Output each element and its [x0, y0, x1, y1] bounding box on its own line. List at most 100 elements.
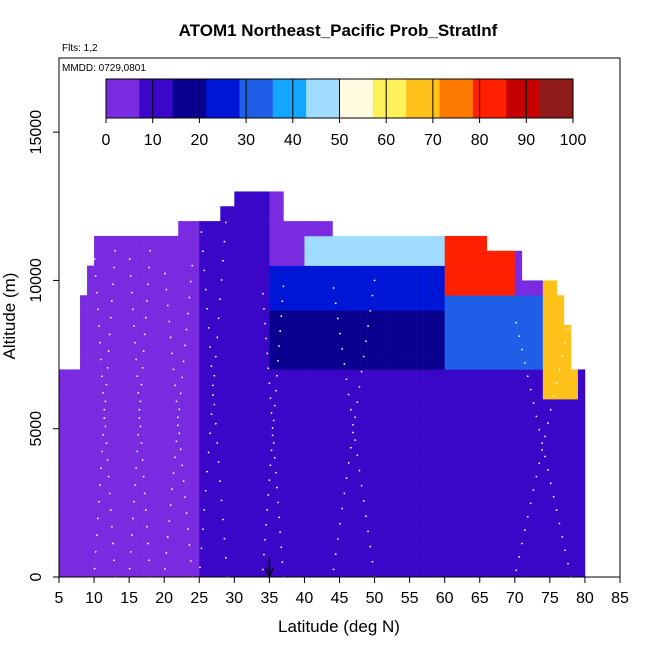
heatmap-cell: [507, 547, 516, 563]
heatmap-cell: [276, 517, 284, 533]
heatmap-cell: [332, 502, 340, 518]
heatmap-cell: [437, 413, 445, 430]
heatmap-cell: [213, 413, 221, 430]
heatmap-cell: [178, 310, 186, 326]
heatmap-cell: [150, 532, 158, 548]
heatmap-cell: [500, 280, 509, 296]
colorbar-tick-label: 50: [331, 132, 349, 149]
heatmap-cell: [206, 324, 214, 341]
heatmap-cell: [563, 502, 572, 518]
heatmap-cell: [409, 250, 417, 266]
flight-track-point: [349, 408, 352, 411]
heatmap-cell: [381, 280, 389, 296]
heatmap-cell: [220, 488, 228, 504]
heatmap-cell: [122, 354, 130, 370]
heatmap-cell: [500, 369, 509, 385]
heatmap-cell: [94, 265, 102, 281]
heatmap-cell: [234, 265, 242, 281]
heatmap-cell: [115, 369, 123, 385]
heatmap-cell: [416, 502, 424, 518]
heatmap-cell: [171, 517, 179, 533]
heatmap-cell: [409, 562, 417, 578]
flight-track-point: [168, 520, 171, 523]
heatmap-cell: [213, 473, 221, 489]
flight-track-point: [144, 509, 147, 511]
heatmap-cell: [388, 458, 396, 474]
flight-track-point: [358, 469, 361, 472]
flight-track-point: [352, 424, 354, 426]
flight-track-point: [133, 500, 135, 503]
heatmap-cell: [157, 562, 165, 578]
heatmap-cell: [178, 384, 186, 400]
heatmap-cell: [458, 562, 467, 578]
heatmap-cell: [325, 324, 333, 341]
heatmap-cell: [437, 562, 445, 578]
flight-track-point: [184, 496, 186, 499]
flight-tracks: [93, 202, 572, 578]
heatmap-cell: [108, 473, 116, 489]
heatmap-cell: [325, 339, 333, 355]
heatmap-cell: [101, 413, 109, 430]
flight-track-point: [95, 291, 98, 294]
heatmap-cell: [535, 310, 544, 326]
flight-track-point: [216, 441, 219, 444]
heatmap-cell: [465, 413, 474, 430]
heatmap-cell: [416, 295, 424, 311]
heatmap-cell: [220, 250, 228, 266]
flight-track-point: [535, 415, 538, 418]
flight-track-point: [341, 347, 344, 350]
heatmap-cell: [325, 488, 333, 504]
flight-track-point: [222, 259, 224, 262]
heatmap-cell: [157, 339, 165, 355]
heatmap-cell: [353, 488, 361, 504]
heatmap-cell: [430, 428, 438, 444]
heatmap-cell: [521, 399, 530, 415]
heatmap-cell: [402, 562, 410, 578]
heatmap-cell: [80, 517, 88, 533]
heatmap-cell: [234, 399, 242, 415]
heatmap-cell: [192, 384, 200, 400]
heatmap-cell: [157, 428, 165, 444]
flight-track-point: [172, 472, 175, 475]
heatmap-cell: [374, 517, 382, 533]
heatmap-cell: [416, 562, 424, 578]
heatmap-cell: [115, 517, 123, 533]
flight-track-point: [112, 542, 114, 545]
flight-track-point: [365, 340, 367, 343]
heatmap-cell: [262, 532, 270, 548]
heatmap-cell: [122, 369, 130, 385]
heatmap-cell: [402, 235, 410, 252]
heatmap-cell: [479, 502, 488, 518]
flight-track-point: [129, 274, 132, 277]
flight-track-point: [132, 517, 134, 520]
heatmap-cell: [227, 354, 235, 370]
heatmap-cell: [353, 532, 361, 548]
heatmap-cell: [199, 428, 207, 444]
y-tick-label: 10000: [28, 258, 45, 303]
heatmap-cell: [255, 413, 263, 430]
heatmap-cell: [80, 488, 88, 504]
heatmap-cell: [206, 488, 214, 504]
heatmap-cell: [458, 339, 467, 355]
flight-track-point: [529, 388, 532, 391]
heatmap-cell: [171, 235, 179, 252]
heatmap-cell: [255, 221, 263, 237]
heatmap-cell: [206, 384, 214, 400]
heatmap-cell: [479, 265, 488, 281]
heatmap-cell: [178, 502, 186, 518]
flight-track-point: [104, 400, 107, 403]
heatmap-cell: [66, 384, 74, 400]
heatmap-cell: [395, 413, 403, 430]
heatmap-cell: [535, 458, 544, 474]
heatmap-cell: [297, 488, 305, 504]
heatmap-cell: [248, 221, 256, 237]
flight-track-point: [143, 492, 146, 495]
heatmap-cell: [514, 265, 523, 281]
heatmap-cell: [192, 324, 200, 341]
heatmap-cell: [360, 399, 368, 415]
heatmap-cell: [157, 399, 165, 415]
heatmap-cell: [339, 324, 347, 341]
heatmap-cell: [451, 384, 460, 400]
heatmap-cell: [269, 399, 277, 415]
heatmap-cell: [388, 354, 396, 370]
